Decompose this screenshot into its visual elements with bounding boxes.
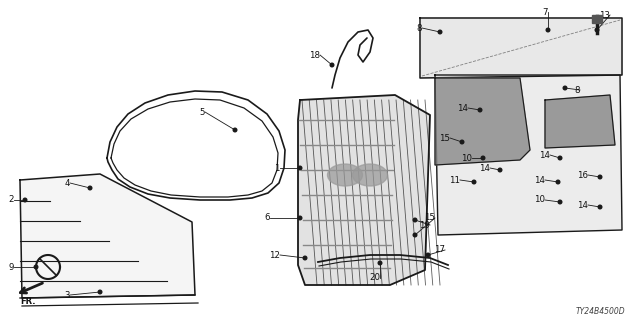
Polygon shape: [298, 95, 430, 285]
Bar: [592, 15, 602, 23]
Text: 19: 19: [419, 220, 430, 229]
Text: 14: 14: [457, 103, 468, 113]
Text: 16: 16: [577, 171, 588, 180]
Text: 17: 17: [434, 245, 445, 254]
Circle shape: [558, 200, 562, 204]
Text: 10: 10: [534, 196, 545, 204]
Polygon shape: [545, 95, 615, 148]
Circle shape: [303, 256, 307, 260]
Text: 6: 6: [264, 213, 270, 222]
Text: 12: 12: [269, 251, 280, 260]
Text: 8: 8: [575, 85, 580, 94]
Text: 20: 20: [369, 274, 380, 283]
Polygon shape: [20, 174, 195, 298]
Text: 10: 10: [461, 154, 472, 163]
Text: 9: 9: [8, 262, 14, 271]
Circle shape: [558, 156, 562, 160]
Text: 18: 18: [309, 51, 320, 60]
Circle shape: [595, 28, 599, 32]
Text: 2: 2: [8, 196, 14, 204]
Circle shape: [426, 253, 430, 257]
Circle shape: [598, 205, 602, 209]
Circle shape: [546, 28, 550, 32]
Circle shape: [413, 233, 417, 237]
Text: FR.: FR.: [20, 298, 36, 307]
Circle shape: [598, 175, 602, 179]
Circle shape: [460, 140, 464, 144]
Circle shape: [413, 218, 417, 222]
Text: 14: 14: [534, 175, 545, 185]
Circle shape: [556, 180, 560, 184]
Circle shape: [98, 290, 102, 294]
Circle shape: [478, 108, 482, 112]
Text: 14: 14: [479, 164, 490, 172]
Text: 1: 1: [275, 164, 280, 172]
Text: 11: 11: [449, 175, 460, 185]
Text: 7: 7: [543, 7, 548, 17]
Text: 15: 15: [439, 133, 450, 142]
Text: 3: 3: [65, 291, 70, 300]
Polygon shape: [435, 75, 622, 235]
Text: 8: 8: [417, 23, 422, 33]
Circle shape: [378, 261, 382, 265]
Text: 15: 15: [424, 213, 435, 222]
Circle shape: [472, 180, 476, 184]
Circle shape: [498, 168, 502, 172]
Text: 5: 5: [200, 108, 205, 116]
Text: 13: 13: [599, 11, 610, 20]
Circle shape: [23, 198, 27, 202]
Ellipse shape: [353, 164, 387, 186]
Circle shape: [88, 186, 92, 190]
Circle shape: [438, 30, 442, 34]
Polygon shape: [420, 18, 622, 78]
Circle shape: [298, 216, 302, 220]
Polygon shape: [435, 78, 530, 165]
Text: TY24B4500D: TY24B4500D: [575, 308, 625, 316]
Text: 14: 14: [539, 150, 550, 159]
Ellipse shape: [328, 164, 362, 186]
Text: 14: 14: [577, 201, 588, 210]
Text: 4: 4: [65, 179, 70, 188]
Circle shape: [233, 128, 237, 132]
Circle shape: [330, 63, 334, 67]
Circle shape: [298, 166, 302, 170]
Circle shape: [563, 86, 567, 90]
Circle shape: [481, 156, 485, 160]
Circle shape: [34, 265, 38, 269]
